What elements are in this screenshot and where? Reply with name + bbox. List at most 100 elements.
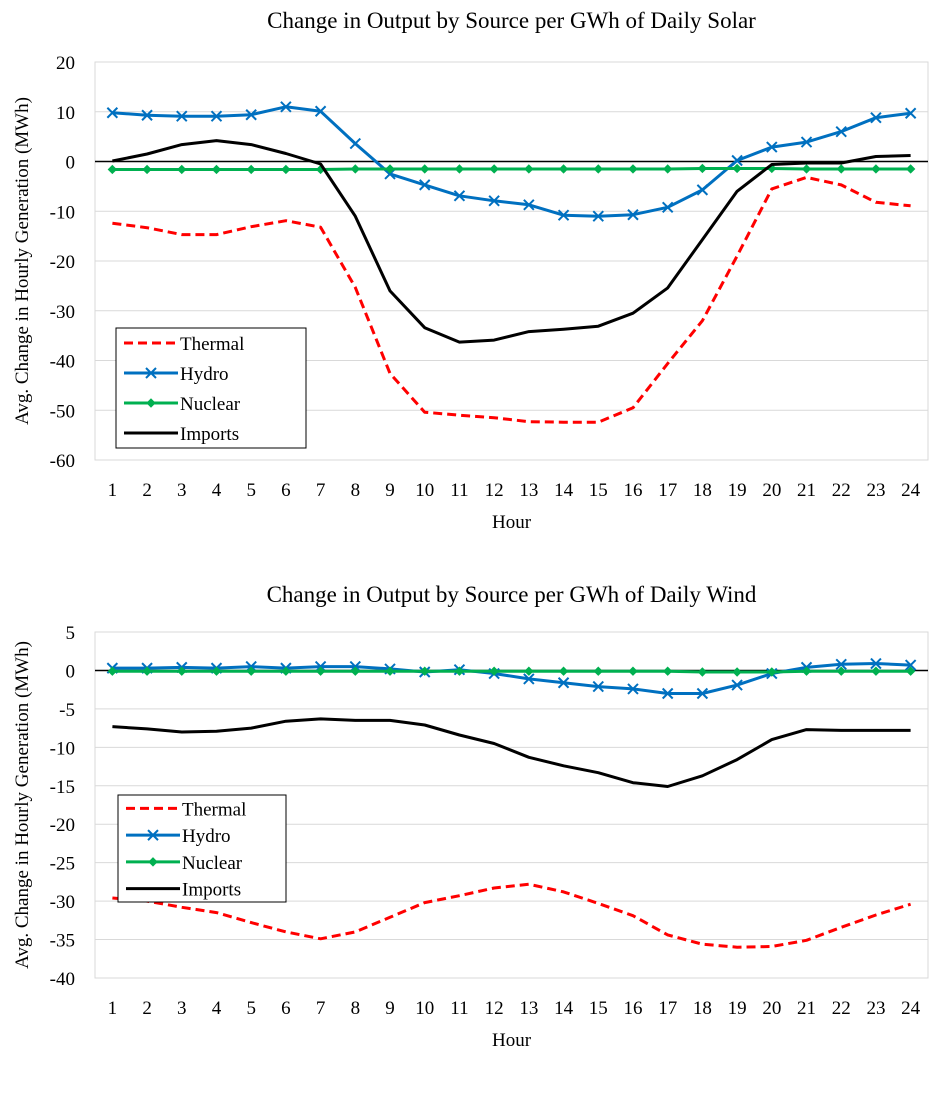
chart1-x-tick-label: 14 [554,480,574,501]
chart2-series-nuclear-point [420,666,430,676]
chart1-series-nuclear-line [112,167,911,171]
chart1-series-hydro-point [870,112,882,124]
chart2-series-nuclear-point [767,667,777,677]
chart2-series-nuclear-point [662,666,673,676]
chart1-x-tick-label: 10 [415,480,434,501]
chart2-x-tick-label: 22 [832,998,851,1019]
chart1-series-nuclear-point [489,164,499,174]
chart2-y-tick-label: -20 [50,815,75,836]
chart2-y-tick-label: -25 [50,854,75,875]
chart2-series-hydro-point [592,680,604,693]
chart2-series-nuclear-line [112,669,911,674]
chart1-x-axis-label: Hour [492,512,532,533]
chart1-x-tick-label: 5 [246,480,256,501]
chart1-series-hydro-point [766,141,778,153]
chart1-legend: Thermal Hydro Nuclear Imports [115,327,307,449]
chart2-series-nuclear-point [524,666,534,676]
chart2-series-nuclear-point [142,666,152,676]
chart1-series-nuclear-point [836,164,846,174]
chart2-legend-marker-hydro [147,829,159,841]
chart2-y-tick-label: -10 [50,738,75,759]
chart1-series-hydro-point [349,137,362,150]
chart1-series-hydro-point [141,109,153,121]
chart1-legend-label-thermal: Thermal [180,334,244,355]
chart1-y-tick-label: -30 [50,302,75,323]
chart1-y-tick-label: -20 [50,252,75,273]
chart1-series-hydro-point [106,107,119,119]
chart1-x-tick-label: 11 [450,480,468,501]
chart1-series-hydro-line [112,105,911,218]
chart2-legend-marker-nuclear [148,857,158,867]
chart2-y-tick-label: 5 [66,623,76,644]
chart2-x-tick-label: 19 [728,998,747,1019]
chart1-y-tick-label: 0 [66,153,76,174]
chart1-series-nuclear-point [107,164,118,175]
chart1-series-nuclear-point [246,164,256,175]
chart2-legend: Thermal Hydro Nuclear Imports [117,794,287,903]
chart2-series-nuclear-point [489,666,499,676]
chart2-series-hydro-point [731,679,743,691]
chart1-series-hydro-point [314,105,327,117]
chart1-series-nuclear-point [177,164,187,175]
chart1-x-tick-label: 13 [519,480,538,501]
chart2-x-tick-label: 12 [485,998,504,1019]
chart2-x-tick-label: 4 [212,998,222,1019]
chart2-legend-box [117,794,287,903]
chart2-x-tick-label: 10 [415,998,434,1019]
chart1-series-hydro-point [419,179,431,191]
chart2-series-nuclear-point [871,666,881,676]
chart2-series-nuclear-point [350,666,361,676]
chart1-series-nuclear-point [420,164,430,174]
chart2-series-nuclear-point [697,667,708,677]
chart2-legend-label-thermal: Thermal [182,799,246,820]
chart2-legend-label-hydro: Hydro [182,826,231,847]
chart2-y-tick-label: -5 [59,700,75,721]
chart2-series-hydro-point [661,687,674,700]
chart1-y-tick-label: 10 [56,103,75,124]
chart2-series-nuclear-point [315,666,326,676]
chart1-x-tick-label: 17 [658,480,677,501]
chart2-plot-border [94,631,929,979]
chart1-x-tick-label: 1 [108,480,118,501]
chart1-series-hydro-point [210,110,223,122]
chart1-series-hydro-point [280,101,292,113]
chart1-x-tick-label: 6 [281,480,291,501]
chart2-x-tick-label: 5 [246,998,256,1019]
chart1-series-hydro-point [557,209,570,221]
chart1-series-hydro-point [627,209,639,221]
chart1-series-hydro-point [384,168,396,180]
chart1-series-hydro-point [176,110,188,122]
chart2-series-nuclear-point [905,666,916,676]
chart2-series-nuclear-point [732,667,742,677]
chart2-x-tick-label: 14 [554,998,574,1019]
chart1-series-hydro-point [731,154,743,167]
chart1-x-tick-label: 23 [866,480,885,501]
chart2-series-hydro-point [835,658,847,671]
chart2-y-tick-label: 0 [66,661,76,682]
chart2-series-nuclear-point [385,666,395,676]
chart2-x-tick-label: 9 [385,998,395,1019]
chart2-series-nuclear-point [177,666,187,676]
chart2-x-tick-label: 8 [351,998,361,1019]
chart1-y-tick-label: -50 [50,401,75,422]
chart2-y-tick-label: -35 [50,931,75,952]
chart1-series-nuclear-point [350,164,361,174]
chart1-series-hydro-point [488,195,500,207]
chart1-group: Change in Output by Source per GWh of Da… [12,8,929,533]
chart1-series-nuclear-point [905,164,916,174]
chart1-x-tick-label: 15 [589,480,608,501]
chart1-series-nuclear-point [662,164,673,174]
chart2-series-nuclear-point [593,666,603,676]
chart1-series-hydro-point [592,210,604,222]
chart1-x-tick-label: 18 [693,480,712,501]
chart1-x-tick-label: 12 [485,480,504,501]
chart1-y-tick-label: -60 [50,451,75,472]
chart2-x-tick-label: 3 [177,998,187,1019]
chart2-x-tick-label: 13 [519,998,538,1019]
chart1-y-tick-label: -40 [50,352,75,373]
chart1-plot-border [94,61,929,461]
chart2-series-thermal-line [112,882,912,949]
chart1-series-hydro-point [904,107,917,119]
chart2-series-nuclear-point [454,666,465,676]
